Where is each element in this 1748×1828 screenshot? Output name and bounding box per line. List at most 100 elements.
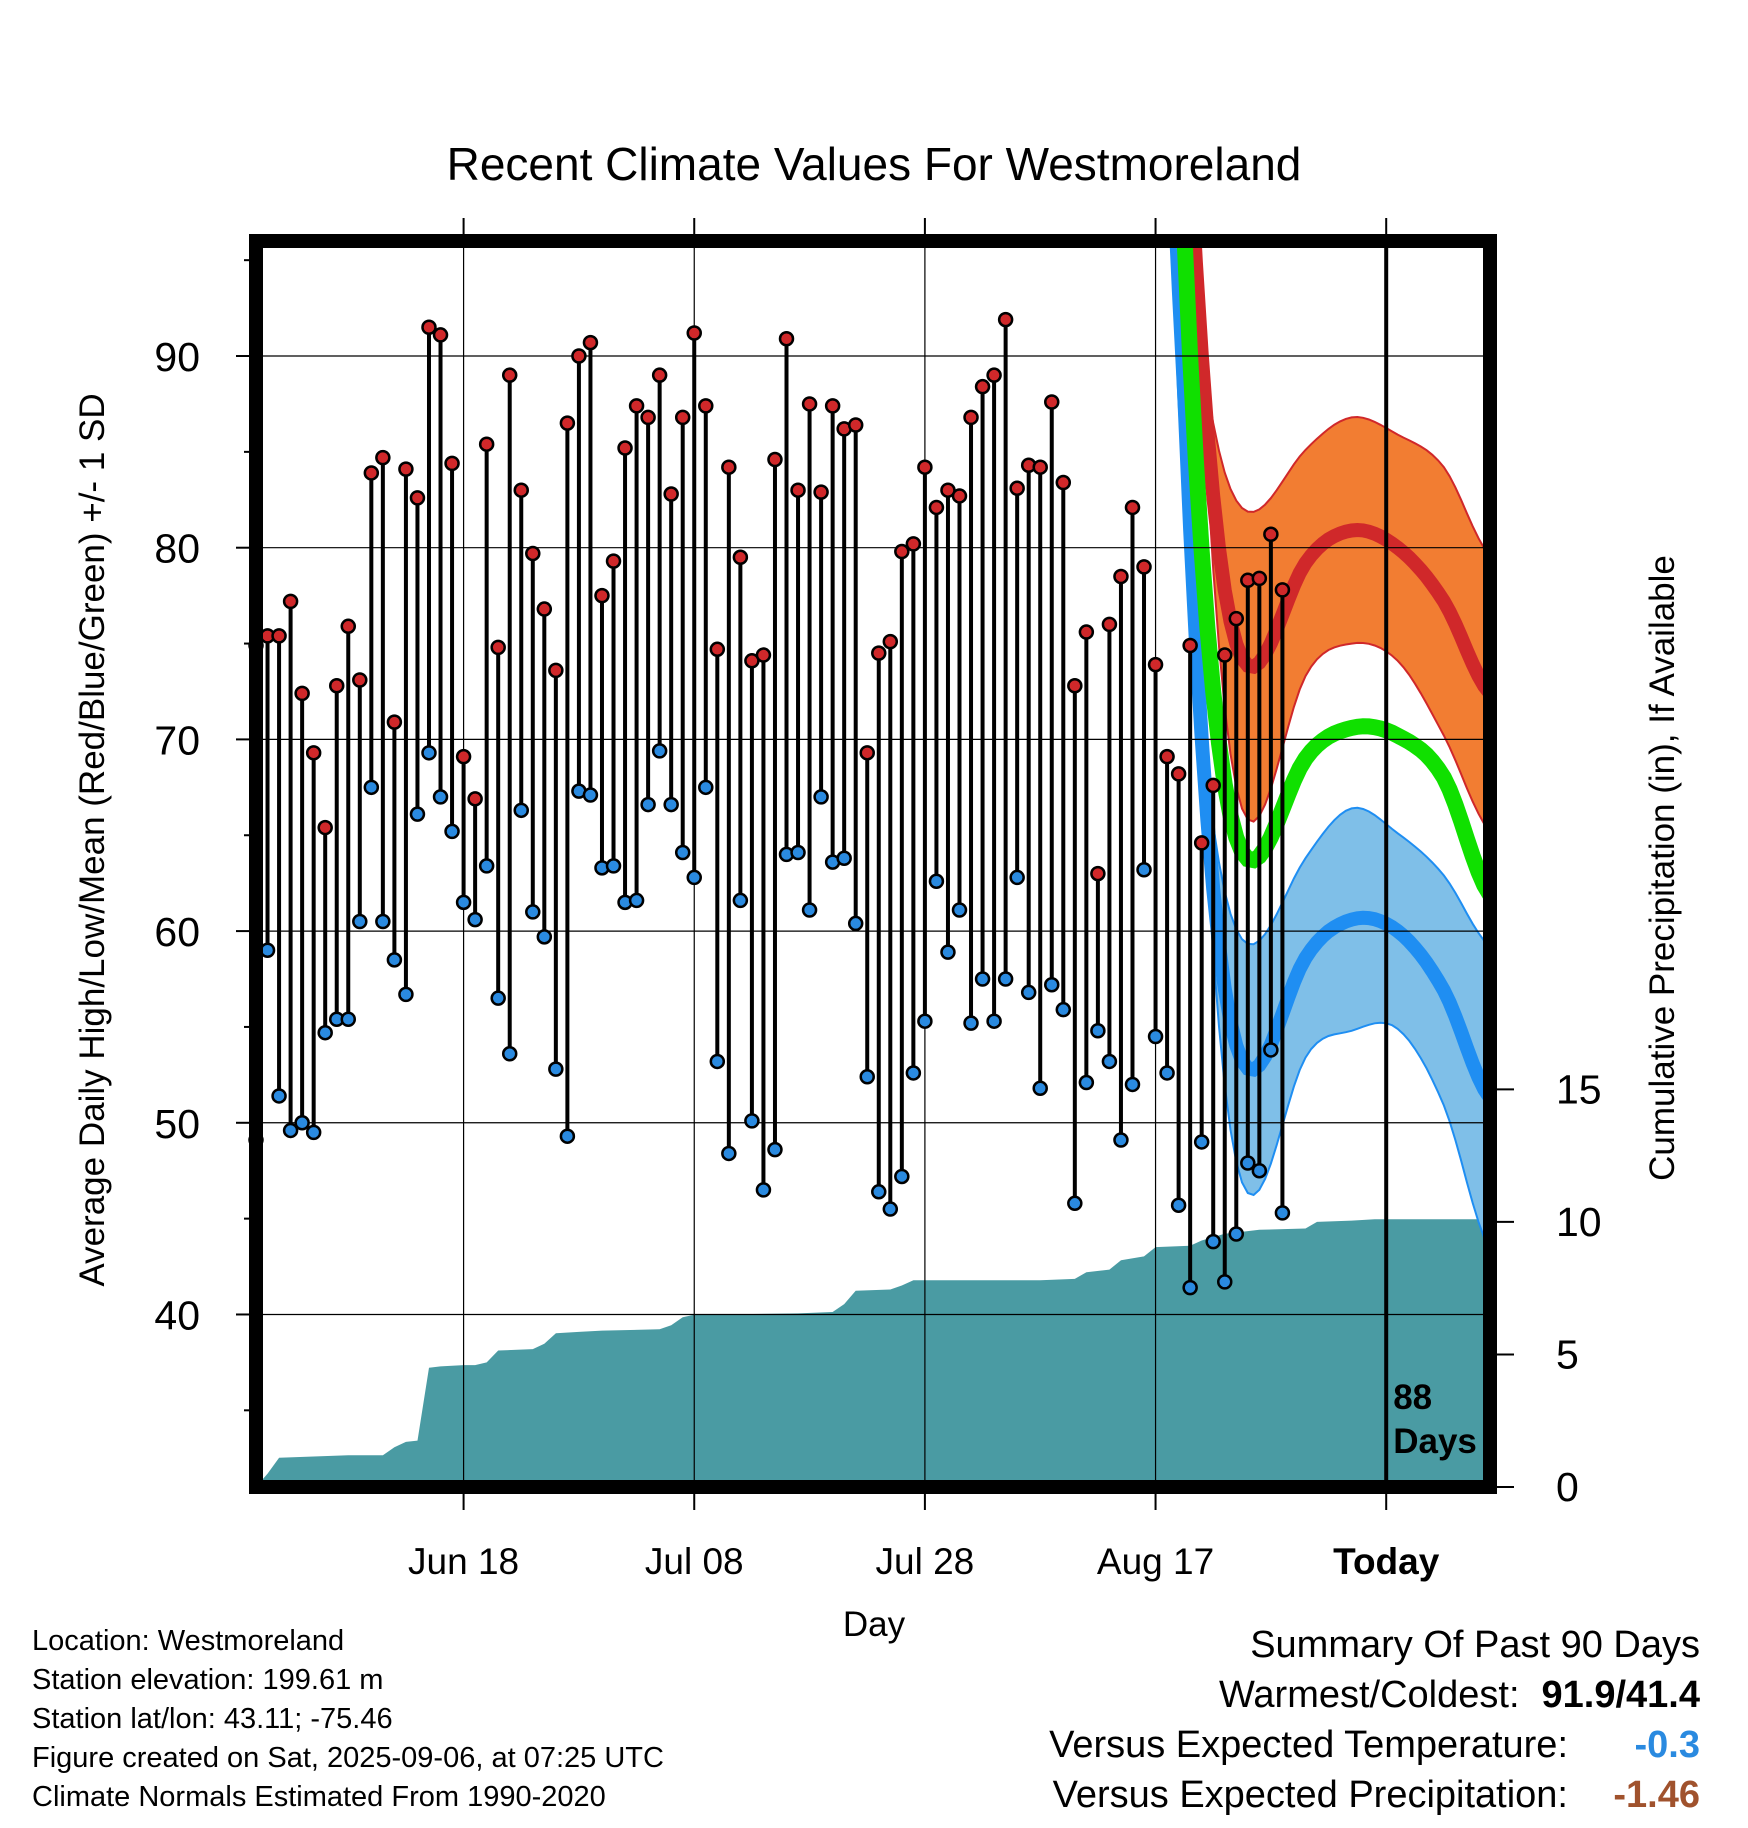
daily-low-point [686, 869, 702, 886]
daily-low-point [732, 892, 749, 909]
high-band-upper-edge [1189, 247, 1484, 550]
summary-title: Summary Of Past 90 Days [1250, 1624, 1700, 1666]
daily-high-point [398, 461, 414, 477]
daily-low-point [455, 894, 472, 911]
daily-low-point [536, 929, 553, 945]
daily-low-point [294, 1115, 310, 1131]
daily-low-point [375, 913, 391, 930]
daily-low-point [767, 1141, 783, 1158]
x-tick-label: Aug 17 [1097, 1541, 1214, 1582]
y-tick-label: 70 [154, 717, 200, 763]
daily-low-point [813, 789, 829, 805]
daily-low-point [1240, 1155, 1256, 1171]
y2-tick-label: 0 [1556, 1464, 1579, 1510]
daily-high-point [617, 440, 633, 456]
daily-low-point [398, 986, 414, 1003]
daily-low-point [755, 1182, 772, 1198]
daily-high-point [525, 545, 541, 562]
daily-high-point [824, 398, 841, 414]
daily-high-point [1170, 766, 1187, 782]
daily-high-point [721, 459, 737, 475]
y-tick-label: 80 [154, 526, 200, 572]
days-unit-label: Days [1393, 1422, 1477, 1461]
daily-low-point [271, 1088, 287, 1104]
y-tick-label: 40 [154, 1292, 200, 1338]
daily-high-point [582, 334, 599, 351]
daily-low-point [352, 913, 368, 930]
axes: 40 50 60 70 80 90 0 5 10 15 Jun 18 Jul 08 Jul 28 Aug … [154, 218, 1602, 1582]
info-location: Location: Westmoreland [32, 1625, 345, 1657]
precip-area [262, 1219, 1484, 1481]
daily-low-point [478, 858, 495, 874]
y2-tick-label: 15 [1556, 1066, 1602, 1112]
daily-low-point [559, 1128, 576, 1144]
daily-high-point [674, 409, 691, 426]
daily-high-point [571, 348, 587, 364]
daily-high-point [282, 593, 299, 610]
daily-high-point [1251, 570, 1268, 587]
daily-low-point [859, 1069, 875, 1085]
daily-high-point [801, 396, 818, 412]
daily-high-point [847, 417, 864, 433]
daily-low-point [905, 1065, 922, 1081]
daily-low-point [363, 779, 380, 796]
daily-low-point [432, 789, 449, 805]
daily-low-point [1251, 1162, 1268, 1179]
daily-high-point [986, 367, 1002, 383]
y-axis-label: Average Daily High/Low/Mean (Red/Blue/Gr… [73, 393, 112, 1286]
daily-high-point [536, 601, 553, 617]
daily-low-point [974, 971, 991, 987]
info-created: Figure created on Sat, 2025-09-06, at 07… [32, 1742, 664, 1774]
daily-high-point [294, 685, 310, 702]
daily-high-point [1147, 656, 1164, 673]
y-tick-label: 60 [154, 909, 200, 955]
summary-warm-cold: Warmest/Coldest: 91.9/41.4 [1049, 1670, 1700, 1720]
daily-high-point [467, 791, 483, 807]
daily-low-point [1136, 862, 1152, 878]
daily-low-point [386, 952, 403, 968]
daily-low-point [1263, 1042, 1279, 1058]
daily-high-point [375, 449, 391, 466]
daily-high-point [1055, 474, 1072, 491]
daily-low-point [340, 1011, 357, 1028]
daily-low-point [1124, 1076, 1141, 1093]
daily-high-point [1067, 677, 1083, 694]
info-latlon: Station lat/lon: 43.11; -75.46 [32, 1703, 393, 1735]
daily-low-point [282, 1122, 299, 1139]
daily-high-point [421, 319, 437, 336]
daily-high-point [651, 367, 668, 383]
daily-low-point [1113, 1132, 1129, 1148]
daily-low-point [997, 971, 1014, 987]
daily-low-point [640, 796, 656, 813]
daily-high-point [628, 398, 645, 414]
daily-low-point [1205, 1233, 1221, 1250]
daily-high-point [305, 745, 322, 761]
daily-low-point [1216, 1274, 1233, 1290]
daily-low-point [698, 779, 714, 796]
station-info: Location: Westmoreland Station elevation… [32, 1622, 664, 1817]
daily-high-point [363, 465, 380, 481]
y2-axis-label: Cumulative Precipitation (in), If Availa… [1643, 555, 1682, 1181]
precip-value: -1.46 [1613, 1774, 1700, 1816]
daily-high-point [905, 536, 922, 552]
daily-high-point [1274, 582, 1291, 598]
daily-high-point [698, 398, 714, 414]
daily-low-point [421, 745, 437, 761]
daily-high-point [709, 641, 726, 658]
x-axis-label: Day [843, 1605, 906, 1644]
daily-low-point [871, 1184, 887, 1200]
daily-low-point [628, 892, 645, 909]
daily-high-point [1263, 526, 1279, 543]
daily-high-point [559, 415, 576, 431]
summary-precip: Versus Expected Precipitation: -1.46 [1049, 1770, 1700, 1820]
daily-high-point [594, 587, 610, 604]
daily-high-point [501, 367, 518, 383]
daily-high-point [790, 482, 806, 498]
daily-low-point [1147, 1028, 1164, 1045]
daily-low-point [409, 806, 426, 822]
daily-low-point [1274, 1205, 1291, 1221]
daily-high-point [1193, 835, 1210, 851]
daily-high-point [928, 499, 945, 516]
y-tick-label: 50 [154, 1101, 200, 1147]
x-tick-label: Today [1333, 1541, 1440, 1582]
